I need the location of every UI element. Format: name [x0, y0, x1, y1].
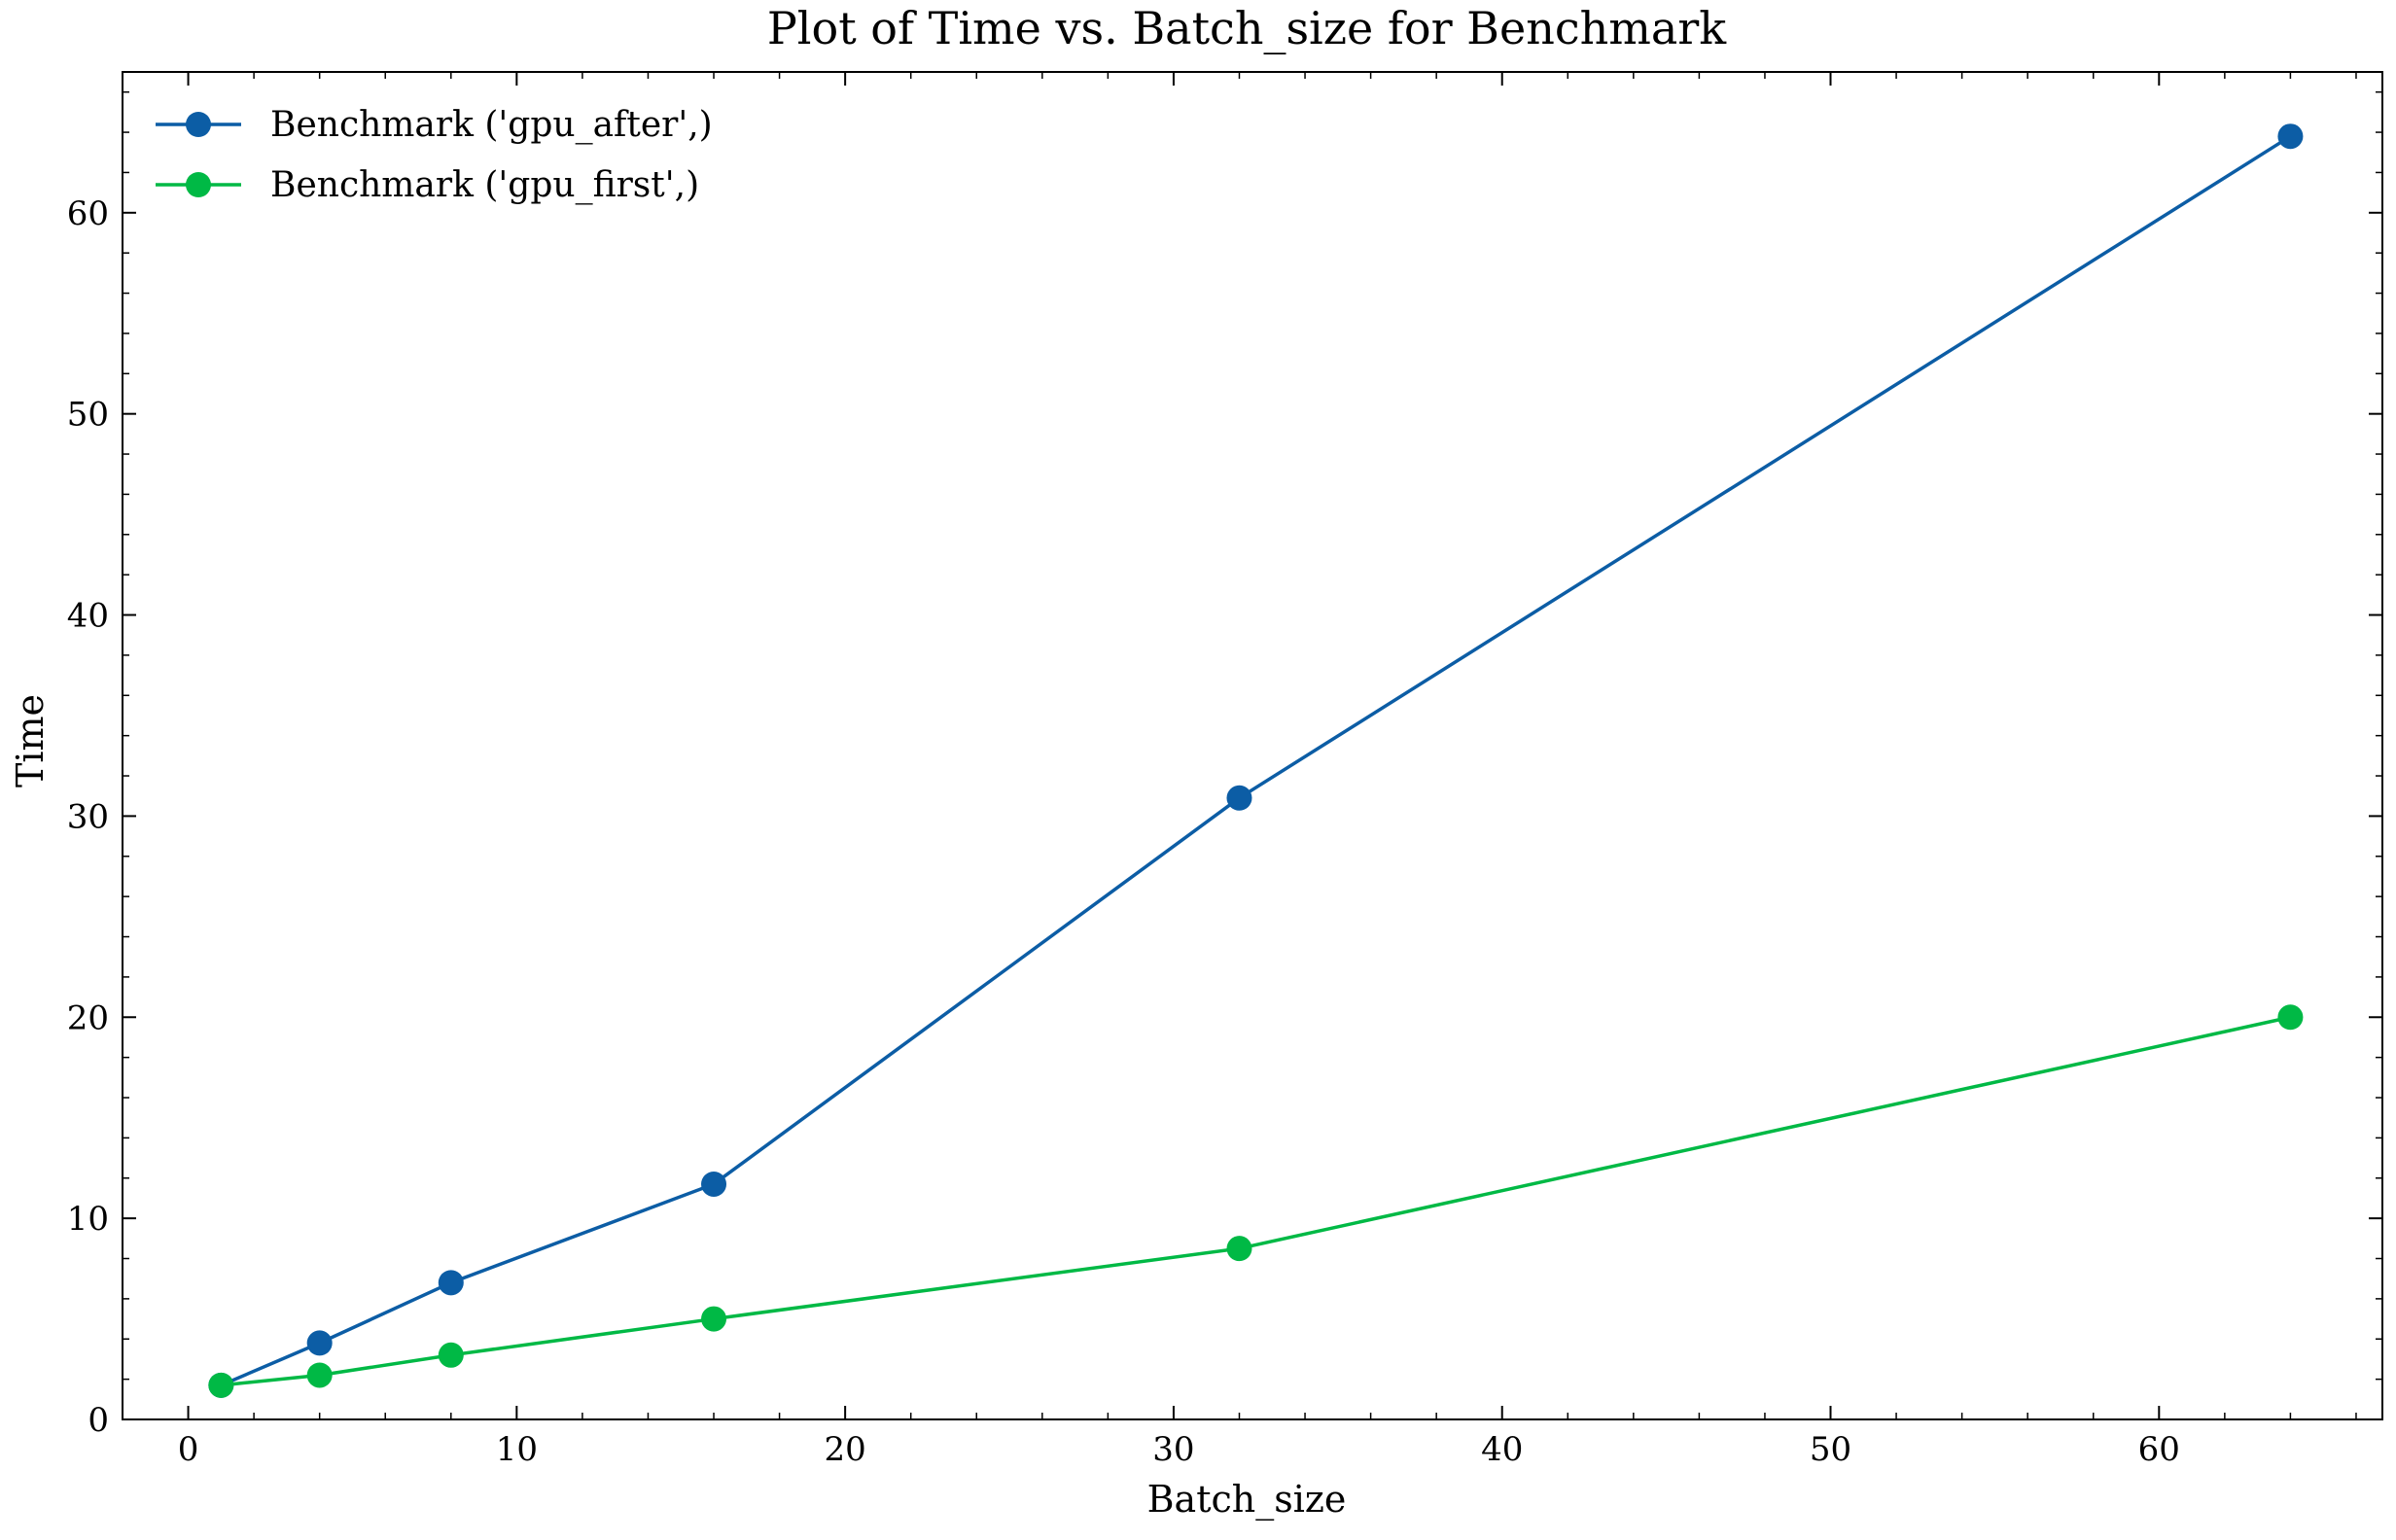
y-tick-label: 50: [67, 396, 109, 435]
y-axis-label: Time: [9, 694, 52, 788]
data-point: [701, 1171, 727, 1197]
x-tick-label: 50: [1810, 1430, 1851, 1469]
data-point: [1226, 785, 1252, 811]
legend: Benchmark ('gpu_after',) Benchmark ('gpu_…: [156, 105, 713, 205]
x-tick-label: 40: [1481, 1430, 1523, 1469]
data-point: [1226, 1236, 1252, 1262]
y-tick-label: 20: [67, 998, 109, 1037]
data-point: [2277, 1004, 2304, 1031]
x-axis-label: Batch_size: [1147, 1478, 1347, 1522]
data-point: [701, 1306, 727, 1332]
y-tick-label: 30: [67, 797, 109, 836]
x-tick-label: 30: [1152, 1430, 1194, 1469]
x-tick-label: 20: [825, 1430, 866, 1469]
data-point: [438, 1270, 464, 1296]
data-point: [306, 1330, 333, 1356]
legend-label: Benchmark ('gpu_after',): [270, 105, 713, 145]
x-tick-label: 0: [178, 1430, 199, 1469]
legend-marker: [186, 172, 211, 197]
data-point: [2277, 123, 2304, 150]
x-tick-label: 60: [2138, 1430, 2180, 1469]
series-line: [221, 1015, 2291, 1387]
chart-title: Plot of Time vs. Batch_size for Benchmar…: [767, 2, 1727, 54]
legend-marker: [186, 112, 211, 137]
legend-label: Benchmark ('gpu_first',): [270, 165, 699, 205]
data-point: [306, 1362, 333, 1388]
y-tick-label: 60: [67, 194, 109, 233]
y-tick-label: 0: [88, 1401, 109, 1440]
plot-frame: [122, 71, 2383, 1420]
series-line: [220, 134, 2292, 1387]
x-tick-label: 10: [496, 1430, 538, 1469]
data-point: [208, 1372, 234, 1398]
data-point: [438, 1342, 464, 1368]
y-tick-label: 40: [67, 597, 109, 636]
y-tick-label: 10: [67, 1200, 109, 1239]
plot-area: 0 10 20 30 40 50 60 0 10 20 30 40 50 60: [67, 71, 2383, 1469]
